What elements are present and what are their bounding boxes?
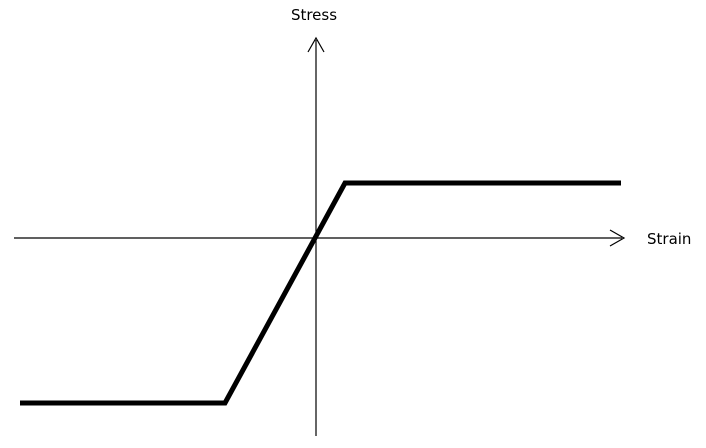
stress-strain-curve xyxy=(20,180,621,406)
stress-axis-arrowhead xyxy=(307,36,325,53)
strain-axis-arrowhead xyxy=(609,229,626,247)
stress-axis-label: Stress xyxy=(291,6,337,24)
strain-axis-label: Strain xyxy=(647,230,691,248)
